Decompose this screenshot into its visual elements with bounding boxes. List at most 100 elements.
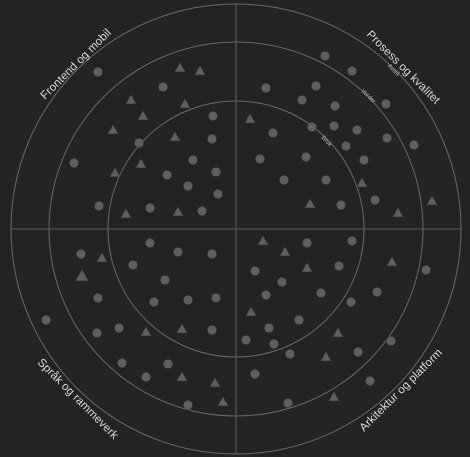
blip-circle[interactable] — [76, 249, 86, 259]
blip-circle[interactable] — [347, 236, 357, 246]
blip-circle[interactable] — [372, 287, 382, 297]
blip-circle[interactable] — [352, 125, 362, 135]
blip-circle[interactable] — [359, 155, 369, 165]
blip-triangle[interactable] — [137, 110, 149, 121]
blip-circle[interactable] — [336, 200, 346, 210]
blip-triangle[interactable] — [209, 377, 221, 388]
blip-circle[interactable] — [279, 175, 289, 185]
blip-circle[interactable] — [268, 128, 278, 138]
blip-circle[interactable] — [207, 325, 217, 335]
blip-circle[interactable] — [381, 99, 391, 109]
blip-triangle[interactable] — [392, 207, 404, 218]
blip-triangle[interactable] — [386, 256, 398, 267]
blip-circle[interactable] — [41, 315, 51, 325]
blip-triangle[interactable] — [179, 98, 191, 109]
blip-triangle[interactable] — [279, 246, 291, 257]
blip-circle[interactable] — [409, 140, 419, 150]
blip-circle[interactable] — [277, 277, 287, 287]
blip-circle[interactable] — [329, 121, 339, 131]
blip-circle[interactable] — [283, 398, 293, 408]
blip-circle[interactable] — [353, 347, 363, 357]
blip-circle[interactable] — [250, 266, 260, 276]
blip-circle[interactable] — [141, 372, 151, 382]
blip-circle[interactable] — [163, 359, 173, 369]
blip-circle[interactable] — [93, 67, 103, 77]
blip-circle[interactable] — [94, 201, 104, 211]
blip-circle[interactable] — [294, 315, 304, 325]
blip-triangle[interactable] — [328, 391, 340, 402]
blip-circle[interactable] — [197, 206, 207, 216]
blip-circle[interactable] — [114, 323, 124, 333]
blip-circle[interactable] — [93, 293, 103, 303]
blip-triangle[interactable] — [332, 327, 344, 338]
blip-circle[interactable] — [213, 189, 223, 199]
blip-triangle[interactable] — [140, 326, 152, 337]
blip-circle[interactable] — [264, 323, 274, 333]
blip-circle[interactable] — [301, 152, 311, 162]
blip-circle[interactable] — [365, 376, 375, 386]
blip-triangle-highlighted[interactable] — [75, 268, 89, 282]
blip-circle[interactable] — [92, 328, 102, 338]
blip-triangle[interactable] — [125, 94, 137, 105]
blip-circle[interactable] — [261, 290, 271, 300]
blip-triangle[interactable] — [109, 167, 121, 178]
blip-circle[interactable] — [211, 167, 221, 177]
blip-circle[interactable] — [334, 261, 344, 271]
blip-triangle[interactable] — [304, 198, 316, 209]
blip-circle[interactable] — [269, 339, 279, 349]
blip-circle[interactable] — [117, 358, 127, 368]
blip-circle[interactable] — [250, 369, 260, 379]
blip-circle[interactable] — [134, 138, 144, 148]
blip-circle[interactable] — [321, 175, 331, 185]
blip-circle[interactable] — [69, 158, 79, 168]
blip-triangle[interactable] — [107, 124, 119, 135]
blip-triangle[interactable] — [194, 65, 206, 76]
blip-circle[interactable] — [316, 288, 326, 298]
blip-circle[interactable] — [158, 82, 168, 92]
blip-circle[interactable] — [261, 83, 271, 93]
blip-circle[interactable] — [241, 335, 251, 345]
blip-circle[interactable] — [211, 293, 221, 303]
blip-circle[interactable] — [160, 275, 170, 285]
blip-circle[interactable] — [347, 66, 357, 76]
blip-circle[interactable] — [183, 400, 193, 410]
blip-triangle[interactable] — [301, 262, 313, 273]
blip-circle[interactable] — [330, 101, 340, 111]
blip-circle[interactable] — [386, 336, 396, 346]
blip-circle[interactable] — [341, 141, 351, 151]
blip-triangle[interactable] — [174, 62, 186, 73]
blip-triangle[interactable] — [135, 158, 147, 169]
blip-triangle[interactable] — [96, 252, 108, 263]
blip-circle[interactable] — [145, 238, 155, 248]
blip-circle[interactable] — [149, 297, 159, 307]
blip-triangle[interactable] — [320, 351, 332, 362]
blip-circle[interactable] — [145, 203, 155, 213]
blip-triangle[interactable] — [244, 113, 256, 124]
blip-circle[interactable] — [421, 265, 431, 275]
blip-circle[interactable] — [162, 170, 172, 180]
blip-triangle[interactable] — [120, 208, 132, 219]
blip-circle[interactable] — [346, 297, 356, 307]
blip-circle[interactable] — [382, 133, 392, 143]
blip-triangle[interactable] — [176, 323, 188, 334]
blip-circle[interactable] — [320, 51, 330, 61]
blip-triangle[interactable] — [356, 177, 368, 188]
blip-circle[interactable] — [370, 195, 380, 205]
blip-circle[interactable] — [297, 95, 307, 105]
blip-circle[interactable] — [302, 238, 312, 248]
blip-circle[interactable] — [183, 295, 193, 305]
blip-circle[interactable] — [208, 111, 218, 121]
blip-triangle[interactable] — [257, 235, 269, 246]
blip-triangle[interactable] — [245, 306, 257, 317]
blip-circle[interactable] — [173, 247, 183, 257]
blip-circle[interactable] — [207, 134, 217, 144]
blip-circle[interactable] — [183, 181, 193, 191]
blip-triangle[interactable] — [217, 396, 229, 407]
blip-triangle[interactable] — [169, 131, 181, 142]
blip-circle[interactable] — [207, 249, 217, 259]
blip-circle[interactable] — [188, 155, 198, 165]
blip-triangle[interactable] — [176, 371, 188, 382]
blip-circle[interactable] — [255, 154, 265, 164]
blip-triangle[interactable] — [172, 206, 184, 217]
blip-circle[interactable] — [128, 260, 138, 270]
